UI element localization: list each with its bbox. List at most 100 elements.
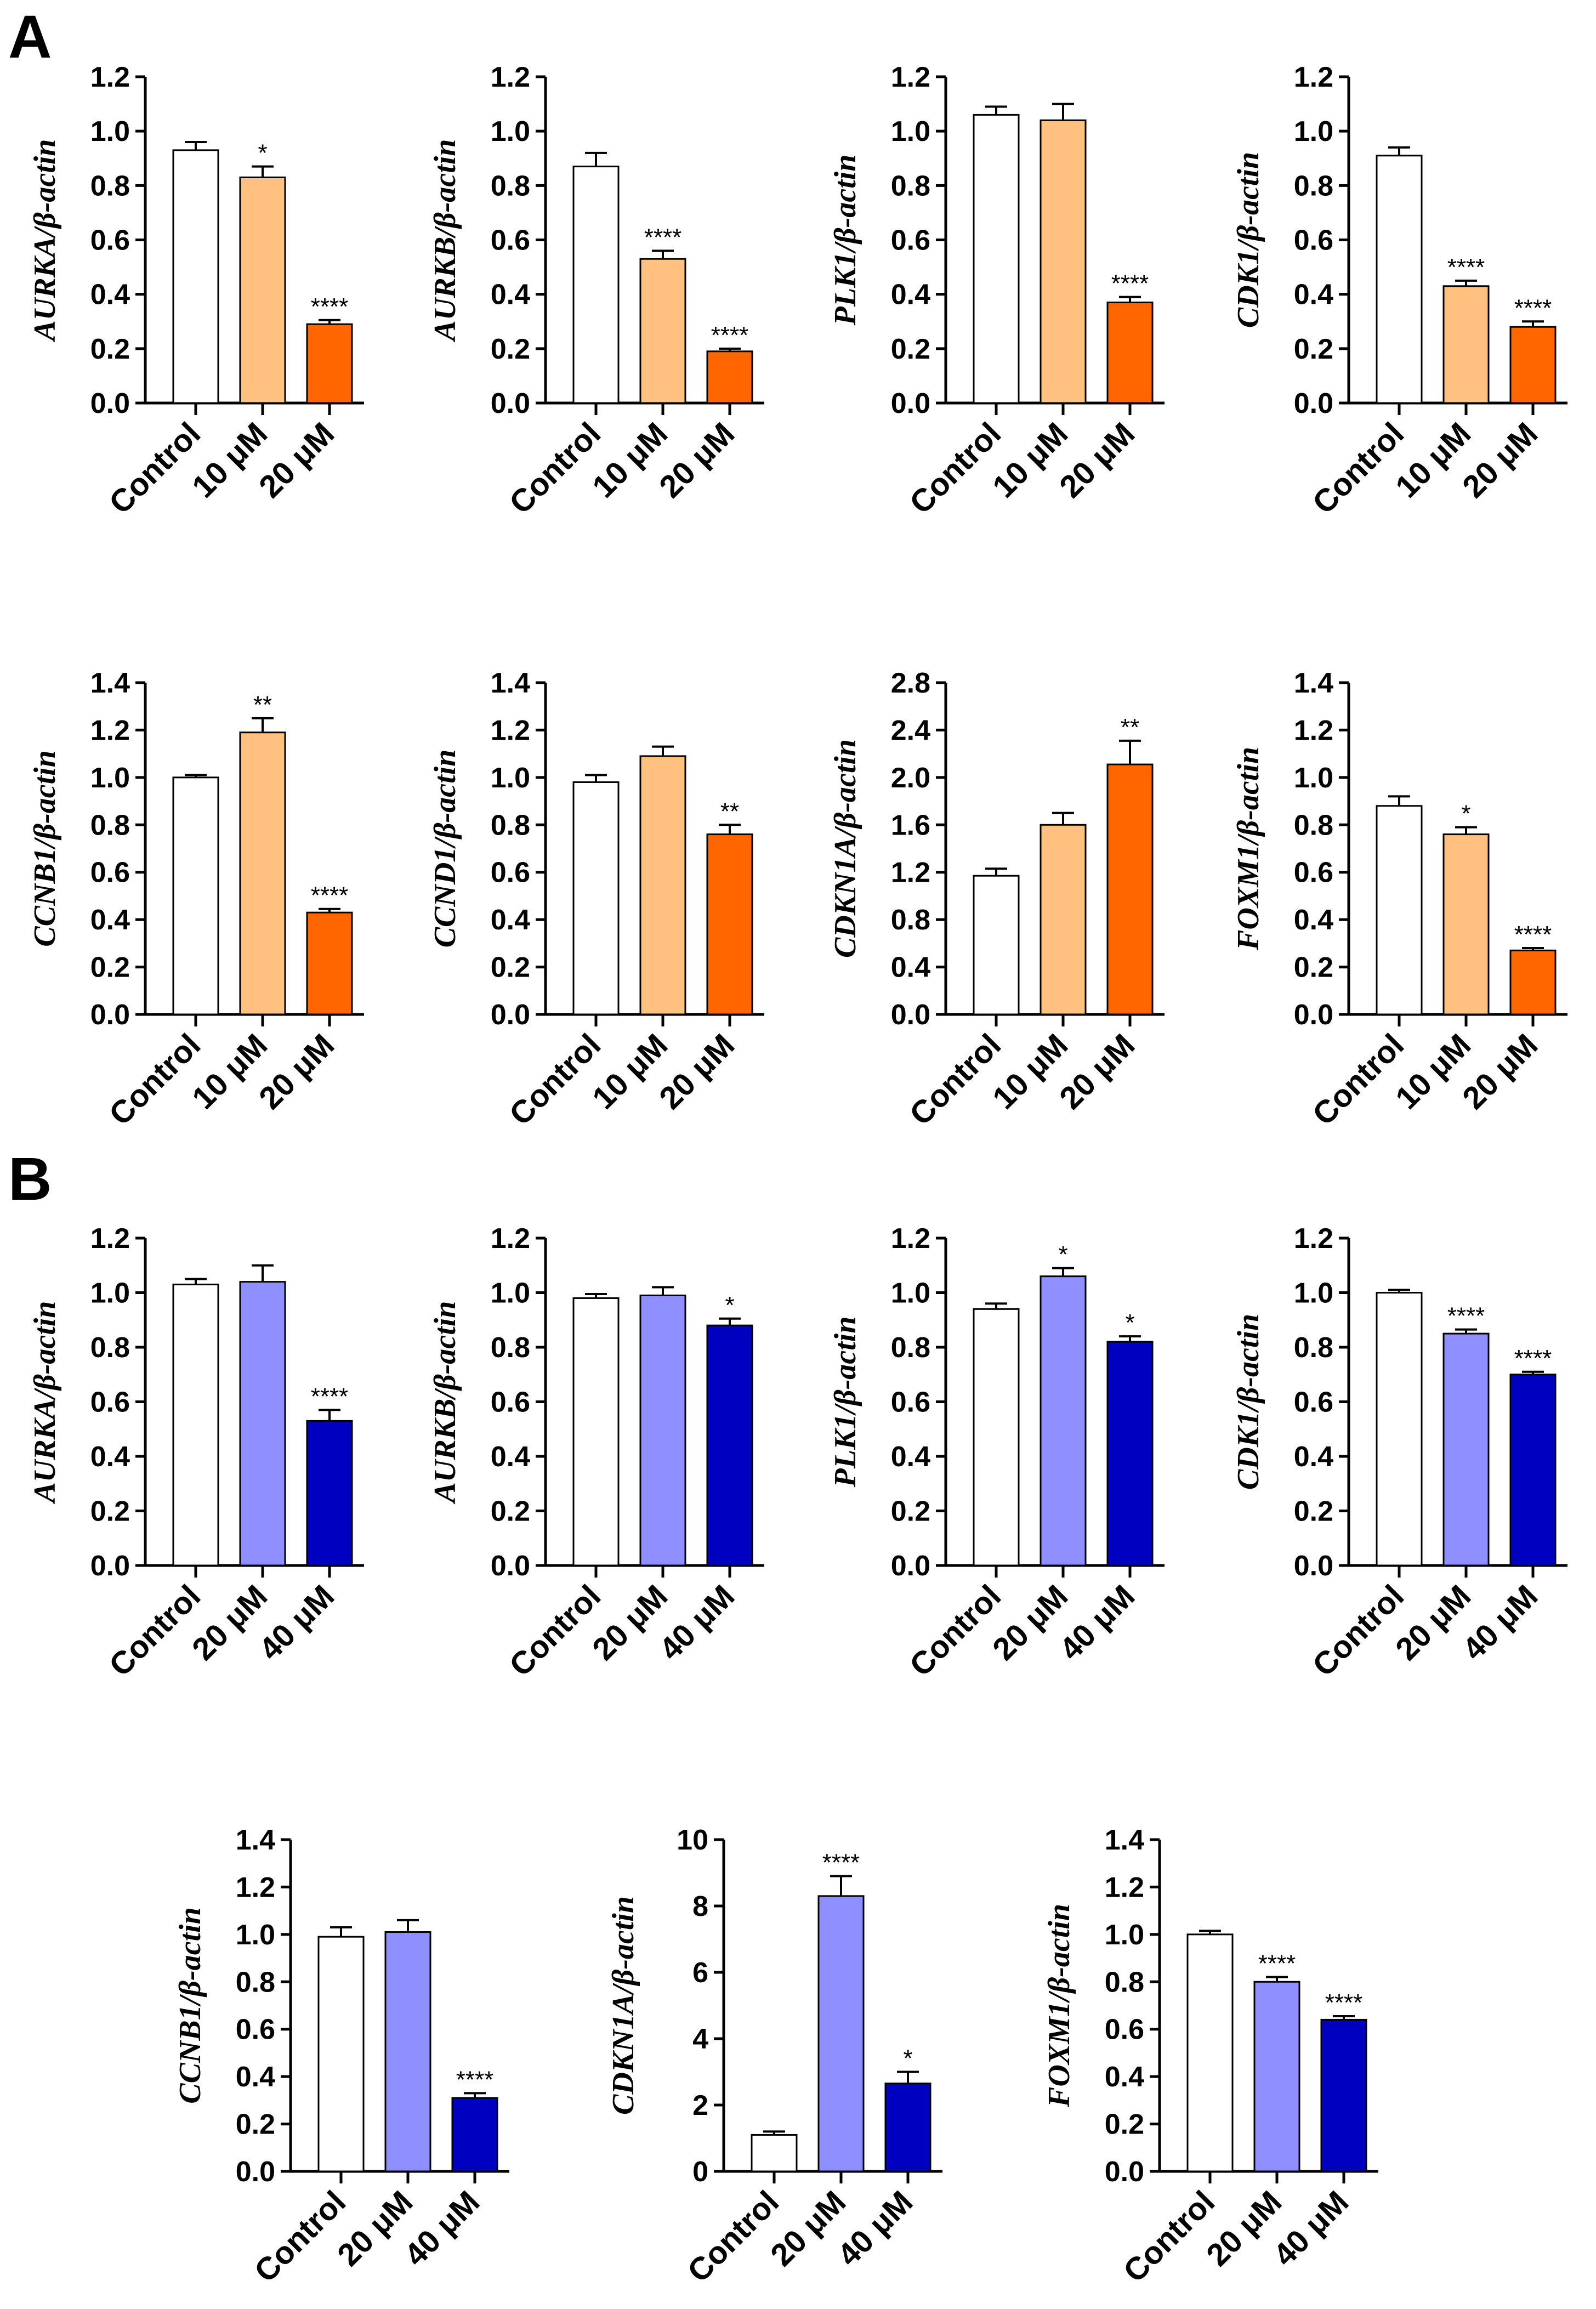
x-category-label: 10 μM — [185, 1027, 274, 1116]
y-tick-label: 0.2 — [1294, 333, 1333, 365]
y-tick-label: 2.0 — [891, 762, 930, 794]
x-category-label: 20 μM — [1200, 2184, 1288, 2273]
x-category-label: Control — [680, 2184, 786, 2289]
chart-12: 0.0 0.2 0.4 0.6 0.8 1.0 1.2 CDK1/β-actin Control… — [1231, 1223, 1567, 1683]
bar — [172, 1284, 219, 1567]
y-tick-label: 1.0 — [90, 762, 130, 794]
bar — [239, 176, 286, 404]
y-tick-label: 0.0 — [1294, 1550, 1333, 1582]
y-tick-label: 0.4 — [1105, 2061, 1144, 2093]
x-category-label: 10 μM — [1389, 416, 1478, 504]
x-category-label: 40 μM — [1053, 1578, 1141, 1667]
y-tick-label: 0.8 — [90, 809, 130, 841]
bar — [973, 1308, 1020, 1567]
y-tick-label: 1.0 — [90, 1278, 130, 1309]
y-tick-label: 0.2 — [1294, 1496, 1333, 1528]
chart-3: 0.0 0.2 0.4 0.6 0.8 1.0 1.2 PLK1/β-actin Control… — [828, 61, 1165, 521]
y-tick-label: 0.2 — [891, 1496, 930, 1528]
y-tick-label: 0.4 — [236, 2061, 275, 2093]
y-tick-label: 1.2 — [1294, 714, 1333, 746]
y-tick-label: 1.0 — [891, 1278, 930, 1309]
x-category-label: 20 μM — [986, 1578, 1075, 1667]
y-tick-label: 0.2 — [1105, 2109, 1144, 2141]
y-tick-label: 0.4 — [891, 1441, 930, 1473]
x-category-label: 40 μM — [397, 2184, 486, 2273]
bar — [1040, 1275, 1087, 1567]
y-tick-label: 0.0 — [491, 999, 530, 1031]
bar — [639, 258, 686, 404]
y-tick-label: 1.2 — [491, 1223, 530, 1255]
bar — [817, 1895, 865, 2172]
y-tick-label: 0.0 — [90, 388, 130, 419]
y-axis-label: PLK1/β-actin — [828, 1317, 862, 1488]
bar — [1442, 833, 1490, 1015]
x-category-label: 20 μM — [252, 1027, 341, 1116]
x-category-label: 20 μM — [1053, 1027, 1141, 1116]
bar — [1376, 1292, 1423, 1567]
x-category-label: 40 μM — [1266, 2184, 1355, 2273]
y-tick-label: 1.0 — [491, 116, 530, 147]
y-tick-label: 1.0 — [1105, 1919, 1144, 1951]
significance-label: **** — [311, 1383, 349, 1410]
x-category-label: 40 μM — [652, 1578, 741, 1667]
y-tick-label: 6 — [692, 1957, 708, 1989]
y-tick-label: 0.6 — [491, 1387, 530, 1419]
y-tick-label: 0.6 — [236, 2014, 275, 2046]
y-axis-label: FOXM1/β-actin — [1042, 1904, 1076, 2108]
significance-label: ** — [253, 691, 272, 718]
bar — [639, 1294, 686, 1567]
bar — [306, 323, 353, 404]
y-tick-label: 0.0 — [491, 388, 530, 419]
y-tick-label: 0.8 — [891, 904, 930, 936]
y-tick-label: 0.2 — [236, 2109, 275, 2141]
bar — [239, 731, 286, 1015]
significance-label: **** — [311, 882, 349, 909]
y-tick-label: 0.4 — [491, 279, 530, 311]
y-tick-label: 0.0 — [1105, 2156, 1144, 2188]
x-category-label: Control — [102, 1578, 207, 1683]
y-tick-label: 1.2 — [1105, 1871, 1144, 1903]
bar — [572, 166, 620, 404]
y-tick-label: 1.2 — [90, 714, 130, 746]
y-tick-label: 1.2 — [1294, 1223, 1333, 1255]
x-category-label: Control — [1305, 1578, 1411, 1683]
x-category-label: Control — [1305, 1027, 1411, 1132]
bar — [706, 350, 753, 404]
x-category-label: 20 μM — [652, 1027, 741, 1116]
bar — [639, 755, 686, 1015]
bar — [572, 1297, 620, 1567]
significance-label: * — [258, 140, 267, 167]
y-tick-label: 1.2 — [491, 714, 530, 746]
chart-13: 0.0 0.2 0.4 0.6 0.8 1.0 1.2 1.4 CCNB1/β-actin Con… — [173, 1824, 509, 2289]
y-tick-label: 1.0 — [491, 762, 530, 794]
significance-label: * — [903, 2045, 912, 2072]
bar — [973, 875, 1020, 1015]
significance-label: **** — [1258, 1950, 1296, 1977]
y-tick-label: 8 — [692, 1891, 708, 1922]
y-axis-label: AURKB/β-actin — [428, 1301, 462, 1505]
bar — [1253, 1981, 1300, 2172]
y-tick-label: 1.0 — [1294, 116, 1333, 147]
y-tick-label: 0.4 — [90, 904, 130, 936]
y-tick-label: 0.4 — [1294, 279, 1333, 311]
y-tick-label: 0.2 — [90, 333, 130, 365]
y-tick-label: 1.2 — [90, 61, 130, 93]
significance-label: **** — [1514, 294, 1552, 321]
y-axis-label: CCND1/β-actin — [428, 750, 462, 948]
bar — [884, 2083, 932, 2172]
chart-2: 0.0 0.2 0.4 0.6 0.8 1.0 1.2 AURKB/β-actin Contro… — [428, 61, 764, 521]
y-tick-label: 0.8 — [1105, 1966, 1144, 1998]
bar — [1376, 155, 1423, 404]
x-category-label: 10 μM — [586, 416, 674, 504]
y-tick-label: 0.0 — [1294, 999, 1333, 1031]
y-tick-label: 2.8 — [891, 667, 930, 699]
y-tick-label: 0.4 — [1294, 1441, 1333, 1473]
x-category-label: 20 μM — [252, 416, 341, 504]
y-tick-label: 0.0 — [236, 2156, 275, 2188]
bar — [306, 911, 353, 1015]
bar — [1509, 326, 1557, 404]
significance-label: **** — [1514, 921, 1552, 948]
y-tick-label: 0.0 — [891, 999, 930, 1031]
